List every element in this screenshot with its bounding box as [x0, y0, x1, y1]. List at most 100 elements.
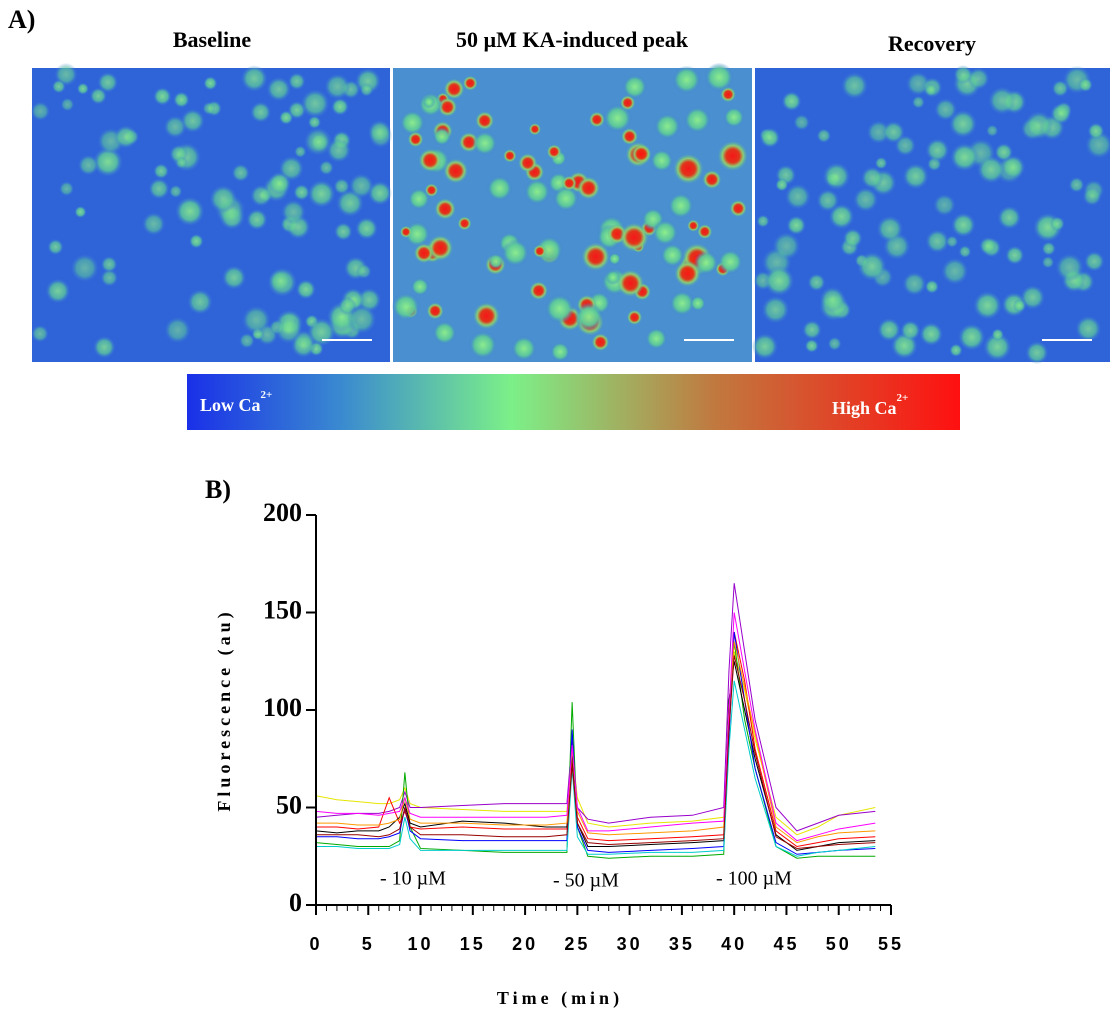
- cell: [231, 163, 250, 182]
- cell: [246, 209, 268, 231]
- series-line: [316, 641, 876, 844]
- cell: [645, 327, 668, 350]
- cell: [355, 217, 378, 240]
- cell: [953, 64, 973, 85]
- cell: [268, 269, 292, 293]
- cell: [620, 95, 636, 111]
- cell: [577, 176, 600, 200]
- cell: [807, 273, 826, 292]
- y-tick-label: 150: [263, 595, 302, 624]
- cell: [100, 269, 118, 287]
- cell: [326, 138, 351, 163]
- image-title: Baseline: [173, 27, 251, 52]
- cell: [114, 125, 138, 149]
- cell: [356, 263, 372, 279]
- cell: [702, 170, 722, 189]
- y-tick-label: 200: [263, 498, 302, 527]
- cell: [518, 153, 538, 173]
- cell: [180, 108, 205, 133]
- cell: [307, 115, 322, 129]
- cell: [222, 265, 247, 290]
- cell: [775, 178, 789, 192]
- cell: [591, 333, 610, 351]
- cell: [997, 205, 1022, 230]
- cell: [621, 128, 639, 145]
- cell: [1051, 80, 1069, 97]
- cell: [59, 181, 74, 197]
- x-tick-label: 40: [721, 934, 747, 954]
- cell: [911, 95, 925, 109]
- cell: [934, 98, 957, 121]
- cell: [47, 238, 64, 255]
- cell: [717, 249, 743, 275]
- cell: [472, 130, 498, 156]
- x-tick-label: 30: [617, 934, 643, 954]
- cell: [324, 73, 351, 100]
- cell: [242, 305, 271, 335]
- cell: [819, 286, 846, 313]
- cell: [533, 244, 547, 258]
- cell: [70, 253, 99, 283]
- cell: [203, 76, 218, 91]
- x-tick-label: 45: [773, 934, 799, 954]
- cell: [1041, 241, 1056, 256]
- cell: [443, 158, 469, 184]
- cell: [841, 72, 868, 100]
- cell: [827, 336, 842, 351]
- cell: [967, 67, 990, 90]
- cell: [1024, 111, 1054, 140]
- cell: [488, 253, 504, 269]
- colorbar-high: High Ca: [832, 398, 897, 418]
- x-axis-label: Time (min): [497, 988, 623, 1009]
- series-line: [315, 612, 876, 842]
- cell: [650, 148, 674, 173]
- cell: [550, 341, 571, 362]
- cell: [486, 175, 513, 202]
- cell: [78, 154, 99, 176]
- x-tick-label: 5: [362, 934, 375, 954]
- cell: [977, 155, 1006, 184]
- colorbar: [187, 374, 960, 430]
- cell: [250, 184, 273, 207]
- cell: [631, 144, 652, 164]
- cell: [941, 257, 969, 285]
- cell: [432, 320, 457, 345]
- cell: [669, 290, 696, 317]
- x-tick-label: 25: [564, 934, 590, 954]
- cell: [468, 330, 498, 360]
- cell: [511, 335, 537, 362]
- cell: [153, 87, 172, 106]
- cell: [1000, 155, 1026, 180]
- cell: [651, 219, 679, 246]
- cell: [1041, 256, 1055, 269]
- cell: [816, 128, 832, 143]
- cell: [307, 180, 336, 208]
- cell: [674, 260, 701, 287]
- cell: [347, 304, 377, 334]
- cell: [473, 302, 500, 330]
- cell: [93, 336, 116, 359]
- cell: [986, 124, 999, 137]
- cell: [443, 78, 465, 100]
- cell: [694, 250, 719, 275]
- series-line: [316, 680, 876, 857]
- cell: [949, 109, 977, 138]
- cell: [608, 252, 621, 266]
- cell: [407, 187, 431, 211]
- series-line: [316, 655, 876, 849]
- cell: [605, 270, 621, 285]
- colorbar-label: High Ca2+: [832, 392, 908, 419]
- cell: [1087, 122, 1105, 140]
- cell: [175, 196, 205, 226]
- cell: [924, 83, 938, 97]
- colorbar-label: Low Ca2+: [200, 389, 272, 416]
- cell: [348, 173, 374, 199]
- cell: [756, 214, 770, 228]
- cell: [164, 316, 191, 344]
- cell: [857, 251, 887, 281]
- cell: [31, 325, 49, 343]
- cell: [842, 228, 863, 249]
- cell: [51, 79, 66, 94]
- cell: [876, 215, 904, 243]
